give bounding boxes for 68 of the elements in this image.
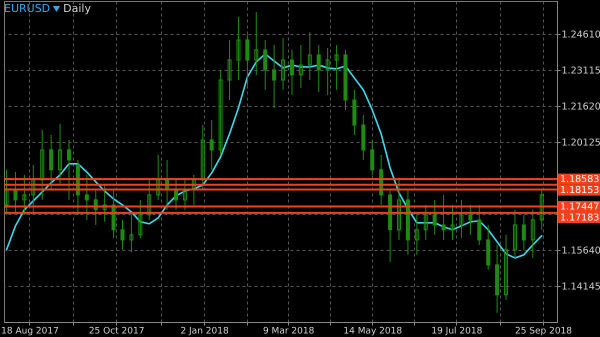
candlestick	[236, 16, 240, 80]
candlestick	[200, 124, 205, 190]
chart-title: EURUSD	[4, 2, 50, 15]
candlestick	[66, 139, 71, 200]
candlestick	[228, 40, 232, 100]
candlestick	[58, 123, 62, 186]
candlestick	[326, 47, 330, 96]
candlestick	[442, 194, 446, 240]
candlestick	[308, 32, 312, 80]
x-tick-label: 19 Jul 2018	[431, 326, 483, 336]
candlestick	[522, 214, 526, 250]
candlestick	[4, 169, 9, 216]
x-tick-label: 25 Sep 2018	[514, 326, 572, 336]
y-tick-label: 1.14145	[562, 282, 600, 292]
candlestick	[49, 134, 54, 190]
candlestick	[210, 119, 214, 170]
candlestick	[477, 204, 482, 246]
x-tick-label: 25 Oct 2017	[88, 326, 144, 336]
candlestick	[22, 174, 26, 216]
candlestick	[424, 204, 428, 240]
candlestick	[102, 184, 107, 222]
ref-line-label: 1.17183	[560, 212, 600, 224]
candlestick	[504, 234, 508, 300]
candlestick	[84, 174, 89, 220]
candlestick	[432, 199, 437, 236]
y-tick-label: 1.24610	[562, 29, 600, 40]
candlestick	[129, 214, 134, 252]
candlestick	[138, 199, 142, 238]
candlestick	[192, 174, 196, 206]
candlestick	[540, 189, 544, 230]
candlestick	[40, 129, 44, 200]
candlestick	[414, 214, 419, 256]
candlestick	[147, 179, 152, 220]
candlestick	[218, 69, 223, 156]
candlestick	[530, 209, 535, 258]
y-tick-label: 1.20125	[562, 137, 600, 148]
candlestick	[450, 204, 455, 240]
y-tick-label: 1.15640	[562, 246, 600, 256]
candlestick	[459, 199, 464, 238]
ref-line-label: 1.18583	[560, 174, 600, 186]
candlestick	[263, 40, 268, 90]
x-tick-label: 18 Aug 2017	[1, 326, 59, 336]
ref-line-label: 1.17447	[560, 201, 600, 212]
ref-line-label: 1.18153	[560, 185, 600, 196]
candlestick	[13, 171, 18, 212]
candlestick	[156, 154, 160, 200]
candlestick	[370, 139, 374, 176]
candlestick	[120, 219, 124, 250]
chart-subtitle: Daily	[63, 2, 91, 15]
candlestick	[245, 34, 250, 86]
candlestick	[316, 44, 321, 93]
candlestick	[468, 204, 472, 236]
candlestick	[334, 44, 339, 90]
x-tick-label: 2 Jan 2018	[180, 326, 229, 336]
candlestick	[512, 209, 517, 258]
candlestick	[254, 12, 258, 76]
y-tick-label: 1.23115	[562, 65, 600, 76]
candlestick	[174, 177, 178, 210]
candlestick	[298, 44, 303, 88]
candlestick	[397, 179, 401, 240]
candlestick	[281, 38, 286, 90]
x-tick-label: 9 Mar 2018	[262, 326, 315, 336]
x-tick-label: 14 May 2018	[343, 326, 402, 336]
y-tick-label: 1.21620	[562, 101, 600, 112]
candlestick	[31, 164, 36, 212]
candlestick	[182, 179, 187, 210]
candlestick	[272, 44, 276, 108]
candlestick	[290, 49, 294, 96]
